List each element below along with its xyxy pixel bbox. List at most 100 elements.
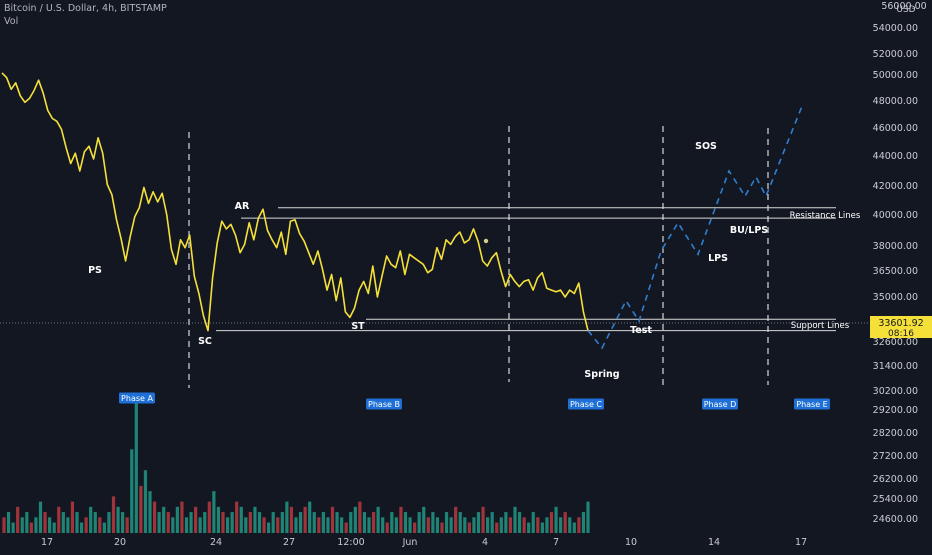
volume-bar [449, 517, 453, 533]
volume-bar [130, 449, 134, 533]
volume-bar [25, 512, 29, 533]
time-axis-label: 17 [41, 537, 53, 548]
volume-bar [381, 517, 385, 533]
price-tick-label: 38000.00 [873, 241, 918, 252]
current-price-value: 33601.92 [878, 318, 923, 329]
volume-bar [413, 522, 417, 533]
time-axis-label: 14 [708, 537, 720, 548]
volume-bar [495, 522, 499, 533]
price-tick-label: 30200.00 [873, 386, 918, 397]
volume-bar [29, 522, 33, 533]
volume-bar [362, 512, 367, 533]
price-tick-label: 29200.00 [873, 405, 918, 416]
volume-bar [189, 512, 193, 533]
volume-bar [75, 512, 79, 533]
price-tick-label: 54000.00 [873, 23, 918, 34]
projection-path[interactable] [587, 103, 804, 350]
volume-bar [417, 512, 421, 533]
volume-bar [371, 512, 376, 533]
volume-bar [262, 517, 266, 533]
volume-bar [134, 397, 138, 533]
volume-bar [221, 512, 225, 533]
price-tick-label: 48000.00 [873, 96, 918, 107]
volume-bar [276, 517, 280, 533]
volume-bar [431, 512, 435, 533]
currency-label: USD [896, 5, 915, 15]
phase-badge-label: Phase A [121, 394, 153, 403]
time-axis-label: 24 [210, 537, 222, 548]
price-tick-label: 50000.00 [873, 70, 918, 81]
volume-bar [563, 512, 567, 533]
price-tick-label: 28200.00 [873, 428, 918, 439]
volume-bar [344, 522, 348, 533]
price-tick-label: 46000.00 [873, 123, 918, 134]
volume-bar [572, 522, 576, 533]
price-tick-top: 56000.00 [881, 1, 926, 12]
volume-bar [203, 512, 207, 533]
volume-bar [38, 501, 43, 533]
volume-bar [230, 512, 234, 533]
symbol-title[interactable]: Bitcoin / U.S. Dollar, 4h, BITSTAMP [4, 3, 167, 14]
volume-bar [157, 512, 161, 533]
volume-bar [390, 512, 394, 533]
annotation-label: Support Lines [791, 321, 850, 331]
candle-countdown: 08:16 [888, 329, 914, 339]
annotation-label: SC [198, 336, 212, 347]
time-axis-label: 10 [625, 537, 637, 548]
volume-bar [399, 506, 403, 533]
volume-bar [289, 506, 294, 533]
volume-bar [239, 506, 243, 533]
volume-bar [125, 517, 129, 533]
price-tick-label: 42000.00 [873, 181, 918, 192]
volume-bar [244, 517, 248, 533]
volume-bar [385, 522, 389, 533]
phase-badge [702, 398, 738, 410]
price-tick-label: 25400.00 [873, 494, 918, 505]
volume-bar [280, 512, 284, 533]
annotation-label: SOS [695, 141, 717, 152]
volume-bar [194, 506, 198, 533]
volume-bar [403, 512, 408, 533]
volume-bar [408, 517, 412, 533]
volume-bar [285, 501, 289, 533]
volume-bar [20, 517, 24, 533]
price-tick-label: 32600.00 [873, 337, 918, 348]
volume-bar [253, 506, 257, 533]
time-axis-label: 4 [482, 537, 488, 548]
annotation-label: AR [235, 201, 250, 212]
price-tick-label: 44000.00 [873, 151, 918, 162]
volume-bar [545, 517, 549, 533]
time-axis-label: 7 [553, 537, 559, 548]
volume-bar [490, 512, 494, 533]
volume-bar [444, 512, 449, 533]
phase-badge [794, 398, 830, 410]
volume-bar [16, 506, 20, 533]
volume-bar [472, 517, 476, 533]
volume-bar [353, 506, 357, 533]
volume-bar [198, 517, 202, 533]
volume-bar [166, 512, 170, 533]
volume-bar [358, 501, 362, 533]
volume-bar [2, 517, 6, 533]
volume-bar [577, 517, 581, 533]
volume-bar [52, 522, 56, 533]
price-tick-label: 27200.00 [873, 451, 918, 462]
volume-bar [152, 501, 157, 533]
volume-bar [527, 522, 531, 533]
volume-bar [458, 512, 462, 533]
annotation-label: ST [351, 321, 365, 332]
volume-bar [175, 506, 179, 533]
time-axis-label: 12:00 [337, 537, 364, 548]
volume-bar [435, 517, 440, 533]
volume-bar [321, 512, 325, 533]
volume-bar [61, 512, 65, 533]
volume-indicator-label[interactable]: Vol [4, 16, 19, 27]
annotation-label: Resistance Lines [790, 211, 861, 221]
volume-bar [499, 517, 503, 533]
volume-bar [317, 517, 321, 533]
volume-bar [248, 512, 252, 533]
volume-bar [267, 522, 271, 533]
price-series-line[interactable] [1, 72, 589, 332]
